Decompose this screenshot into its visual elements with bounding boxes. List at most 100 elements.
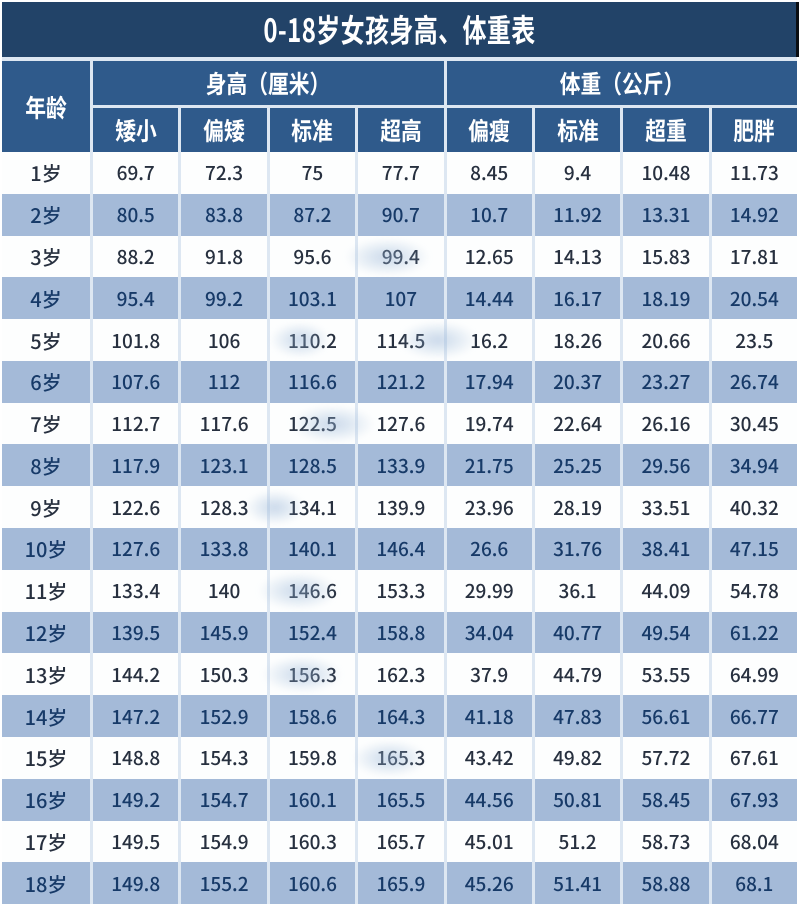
value-cell: 23.5 — [711, 319, 797, 361]
age-cell: 15岁 — [2, 736, 90, 779]
value-cell: 54.78 — [711, 569, 797, 612]
value-cell: 43.42 — [446, 736, 532, 779]
value-cell: 49.54 — [623, 611, 709, 654]
value-cell: 11.73 — [711, 152, 797, 194]
value-cell: 12.65 — [446, 235, 532, 278]
table-row-age-10: 10岁 127.6 133.8 140.1 146.4 26.6 31.76 38.41 47.… — [2, 528, 797, 570]
value-cell: 34.04 — [446, 611, 532, 654]
value-cell: 107.6 — [93, 360, 179, 403]
table-row-age-4: 4岁 95.4 99.2 103.1 107 14.44 16.17 18.19 20.54 — [2, 277, 797, 320]
value-cell: 116.6 — [269, 360, 356, 403]
value-cell: 99.4 — [358, 235, 444, 278]
value-cell: 68.1 — [711, 862, 797, 904]
growth-table: 年龄 身高（厘米） 体重（公斤） 矮小 偏矮 标准 超高 偏瘦 标准 超重 肥胖… — [2, 57, 797, 904]
value-cell: 95.4 — [93, 277, 179, 320]
value-cell: 140 — [181, 569, 267, 612]
value-cell: 165.7 — [358, 820, 444, 863]
value-cell: 153.3 — [358, 569, 444, 612]
value-cell: 133.9 — [358, 444, 444, 487]
value-cell: 28.19 — [534, 486, 621, 529]
column-header-height-short: 矮小 — [93, 108, 179, 152]
value-cell: 154.7 — [181, 778, 267, 821]
value-cell: 40.32 — [711, 486, 797, 529]
value-cell: 10.48 — [623, 152, 709, 194]
value-cell: 26.16 — [623, 402, 709, 445]
value-cell: 128.3 — [181, 486, 267, 529]
table-row-age-11: 11岁 133.4 140 146.6 153.3 29.99 36.1 44.09 54.78 — [2, 569, 797, 612]
column-header-weight-thin: 偏瘦 — [446, 108, 532, 152]
value-cell: 149.2 — [93, 778, 179, 821]
group-header-height-label: 身高（厘米） — [205, 65, 331, 101]
value-cell: 95.6 — [269, 235, 356, 278]
value-cell: 16.2 — [446, 319, 532, 361]
value-cell: 122.5 — [269, 402, 356, 445]
value-cell: 133.4 — [93, 569, 179, 612]
value-cell: 14.92 — [711, 193, 797, 236]
group-header-weight: 体重（公斤） — [446, 61, 797, 105]
value-cell: 61.22 — [711, 611, 797, 654]
value-cell: 26.74 — [711, 360, 797, 403]
value-cell: 159.8 — [269, 736, 356, 779]
age-cell: 14岁 — [2, 695, 90, 737]
value-cell: 99.2 — [181, 277, 267, 320]
column-header-height-standard: 标准 — [269, 108, 356, 152]
table-row-age-7: 7岁 112.7 117.6 122.5 127.6 19.74 22.64 26.16 30.… — [2, 402, 797, 445]
age-cell: 7岁 — [2, 402, 90, 445]
value-cell: 37.9 — [446, 653, 532, 696]
value-cell: 11.92 — [534, 193, 621, 236]
value-cell: 57.72 — [623, 736, 709, 779]
value-cell: 20.54 — [711, 277, 797, 320]
value-cell: 15.83 — [623, 235, 709, 278]
value-cell: 29.99 — [446, 569, 532, 612]
value-cell: 16.17 — [534, 277, 621, 320]
value-cell: 149.8 — [93, 862, 179, 904]
value-cell: 45.01 — [446, 820, 532, 863]
value-cell: 14.13 — [534, 235, 621, 278]
value-cell: 47.15 — [711, 528, 797, 570]
column-header-weight-standard: 标准 — [534, 108, 621, 152]
value-cell: 22.64 — [534, 402, 621, 445]
value-cell: 58.73 — [623, 820, 709, 863]
value-cell: 72.3 — [181, 152, 267, 194]
age-cell: 3岁 — [2, 235, 90, 278]
table-row-age-6: 6岁 107.6 112 116.6 121.2 17.94 20.37 23.27 26.74 — [2, 360, 797, 403]
value-cell: 101.8 — [93, 319, 179, 361]
value-cell: 18.19 — [623, 277, 709, 320]
value-cell: 165.3 — [358, 736, 444, 779]
value-cell: 25.25 — [534, 444, 621, 487]
value-cell: 75 — [269, 152, 356, 194]
age-cell: 9岁 — [2, 486, 90, 529]
value-cell: 49.82 — [534, 736, 621, 779]
value-cell: 68.04 — [711, 820, 797, 863]
value-cell: 69.7 — [93, 152, 179, 194]
table-row-age-17: 17岁 149.5 154.9 160.3 165.7 45.01 51.2 58.73 68.… — [2, 820, 797, 863]
age-cell: 5岁 — [2, 319, 90, 361]
column-header-weight-obese: 肥胖 — [711, 108, 797, 152]
value-cell: 53.55 — [623, 653, 709, 696]
table-row-age-1: 1岁 69.7 72.3 75 77.7 8.45 9.4 10.48 11.73 — [2, 152, 797, 194]
value-cell: 33.51 — [623, 486, 709, 529]
value-cell: 34.94 — [711, 444, 797, 487]
value-cell: 112 — [181, 360, 267, 403]
value-cell: 152.4 — [269, 611, 356, 654]
value-cell: 64.99 — [711, 653, 797, 696]
age-cell: 12岁 — [2, 611, 90, 654]
value-cell: 50.81 — [534, 778, 621, 821]
column-header-weight-overweight: 超重 — [623, 108, 709, 152]
age-cell: 16岁 — [2, 778, 90, 821]
value-cell: 41.18 — [446, 695, 532, 737]
value-cell: 160.6 — [269, 862, 356, 904]
value-cell: 117.6 — [181, 402, 267, 445]
age-cell: 2岁 — [2, 193, 90, 236]
table-row-age-9: 9岁 122.6 128.3 134.1 139.9 23.96 28.19 33.51 40.… — [2, 486, 797, 529]
group-header-height: 身高（厘米） — [93, 61, 444, 105]
value-cell: 165.5 — [358, 778, 444, 821]
value-cell: 146.6 — [269, 569, 356, 612]
value-cell: 51.2 — [534, 820, 621, 863]
value-cell: 133.8 — [181, 528, 267, 570]
value-cell: 67.93 — [711, 778, 797, 821]
table-row-age-16: 16岁 149.2 154.7 160.1 165.5 44.56 50.81 58.45 67… — [2, 778, 797, 821]
age-cell: 13岁 — [2, 653, 90, 696]
value-cell: 19.74 — [446, 402, 532, 445]
